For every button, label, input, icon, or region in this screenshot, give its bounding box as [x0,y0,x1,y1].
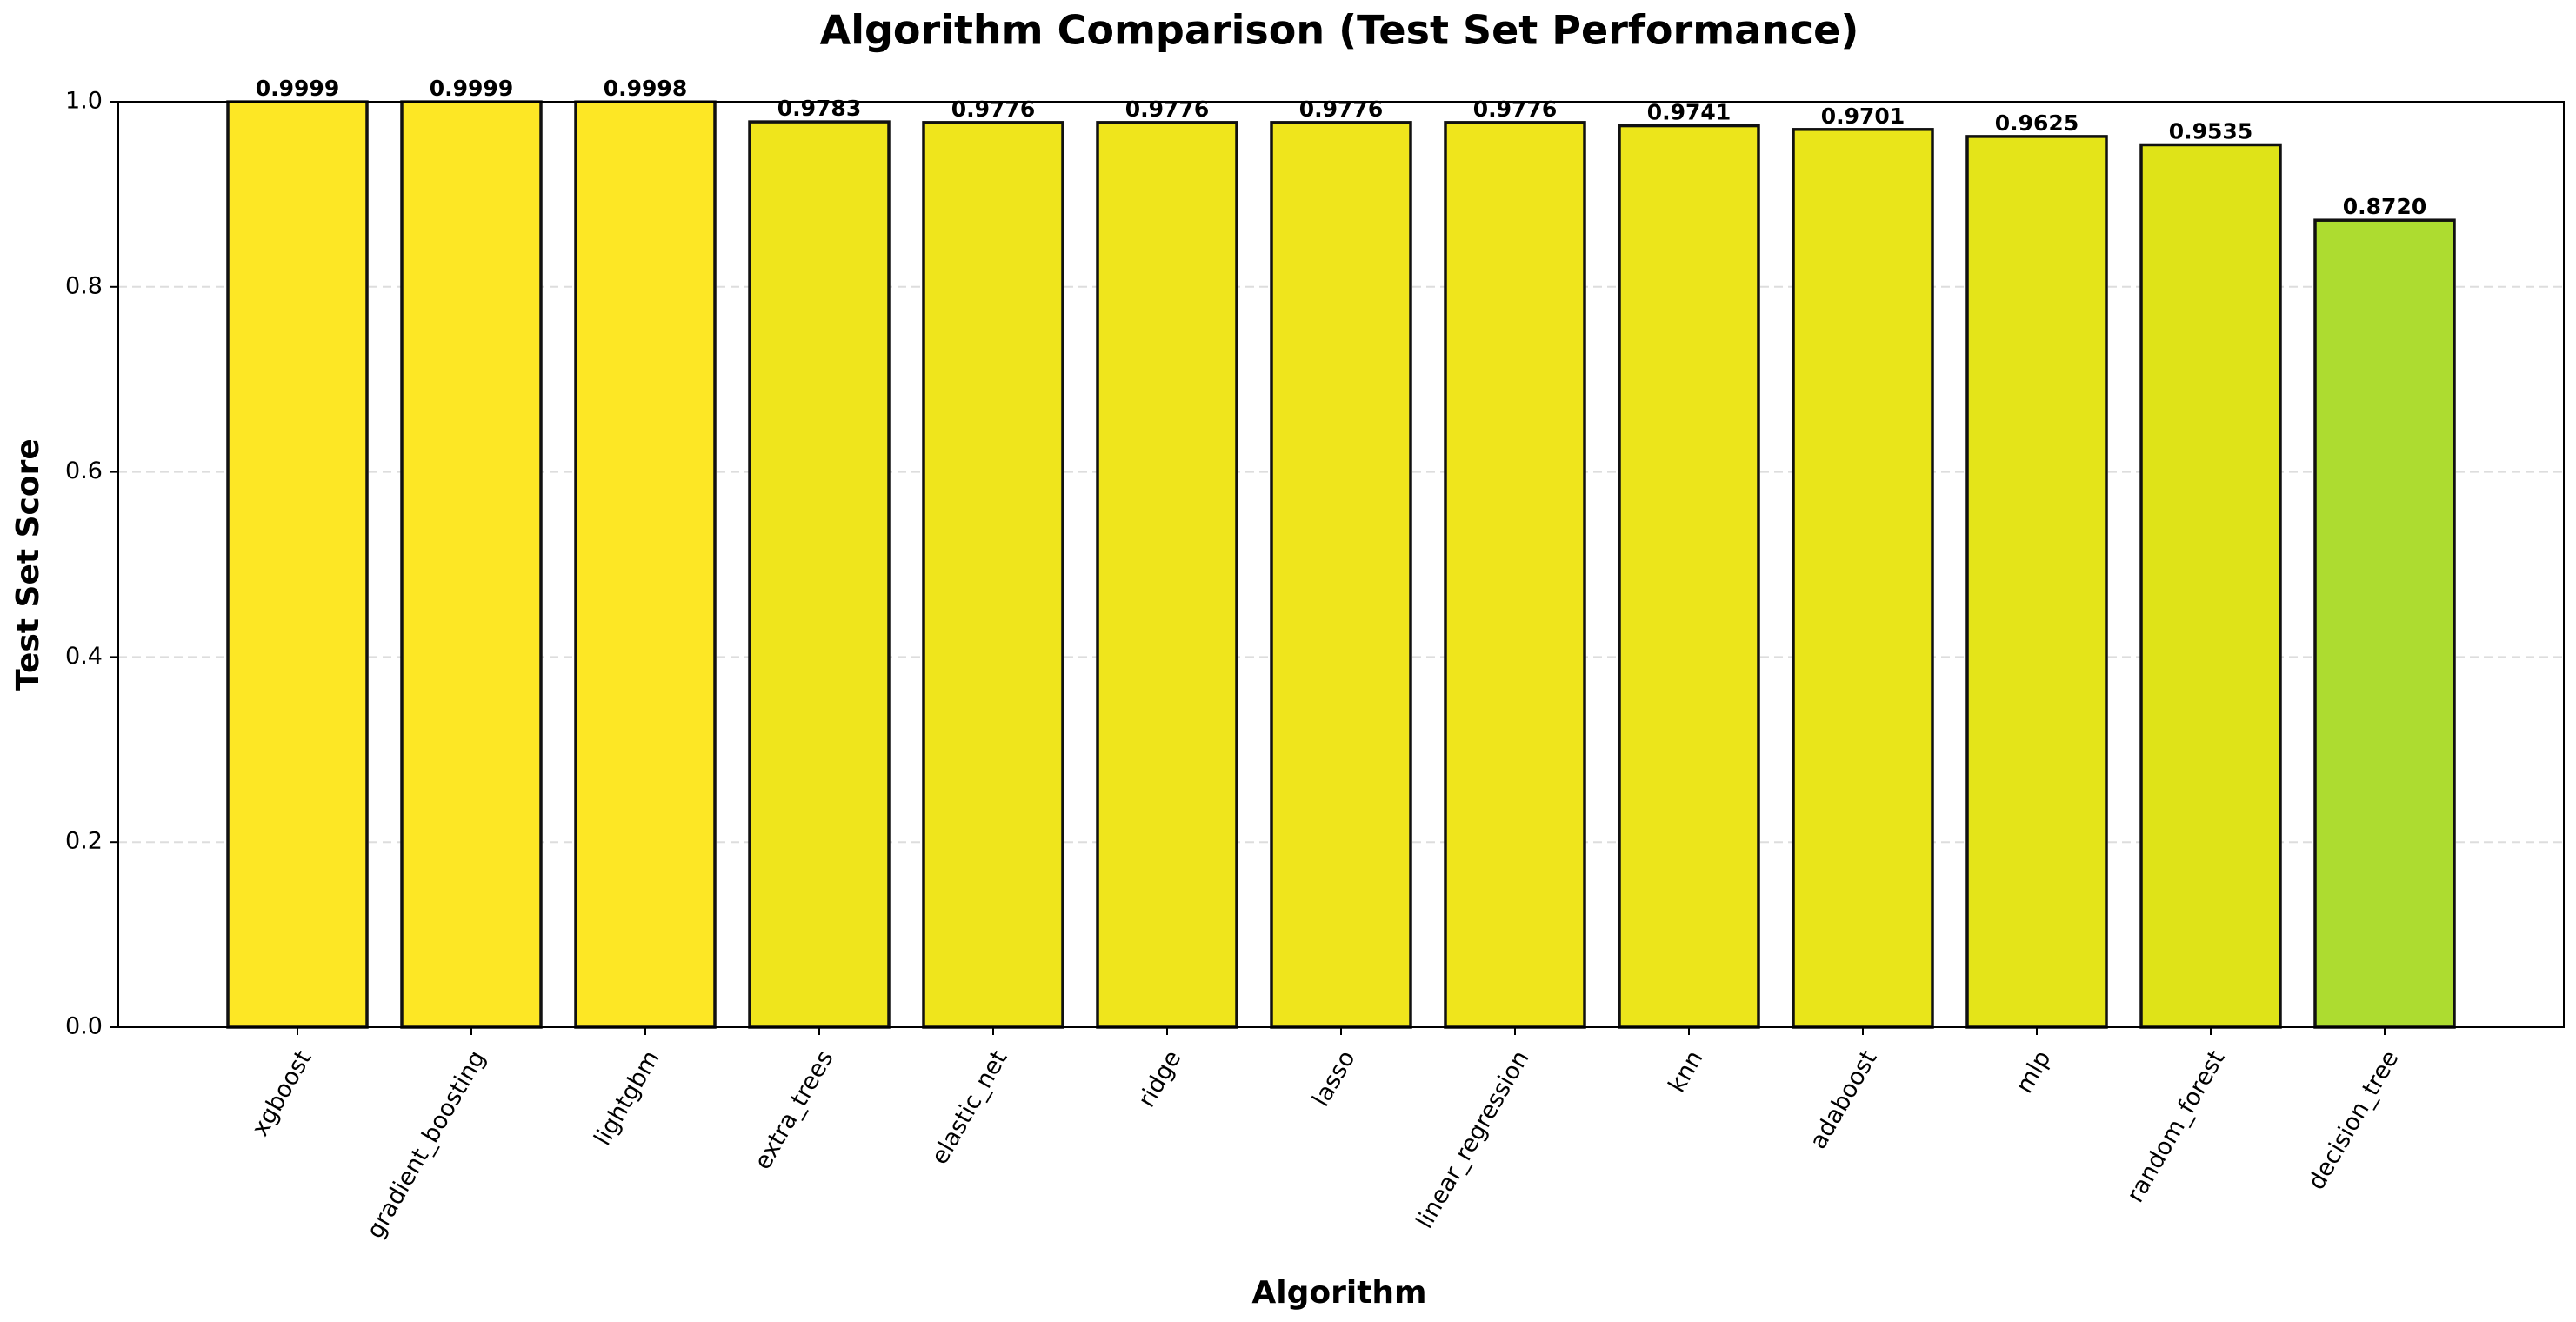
x-tick-label: gradient_boosting [362,1046,491,1244]
plot-frame [117,101,2565,1028]
value-label: 0.9999 [430,76,513,101]
y-tick-label: 0.4 [65,643,103,670]
x-tick-label: extra_trees [750,1046,839,1174]
value-label: 0.9535 [2169,118,2252,144]
y-tick-label: 0.8 [65,272,103,299]
bar [1618,124,1760,1029]
y-axis-label: Test Set Score [10,438,46,691]
x-tick-label: random_forest [2122,1046,2231,1207]
value-label: 0.9776 [1299,97,1383,122]
bar [400,100,543,1029]
y-tick-label: 0.2 [65,828,103,855]
x-tick-label: xgboost [247,1046,317,1141]
x-tick-label: knn [1664,1046,1709,1098]
x-tick-label: lasso [1307,1046,1360,1112]
value-label: 0.9783 [777,96,861,121]
x-axis-label: Algorithm [1251,1275,1426,1311]
bar [2313,218,2456,1029]
x-tick-label: linear_regression [1411,1046,1534,1233]
bar [574,100,717,1029]
x-tick-label: elastic_net [926,1046,1013,1169]
x-tick-label: lightgbm [589,1046,664,1151]
x-tick-label: mlp [2011,1046,2056,1098]
value-label: 0.9701 [1821,103,1905,129]
x-tick-label: ridge [1133,1046,1187,1112]
x-tick-label: decision_tree [2303,1046,2404,1195]
y-tick-label: 1.0 [65,88,103,115]
value-label: 0.9776 [1473,97,1557,122]
value-label: 0.8720 [2343,194,2426,219]
value-label: 0.9999 [256,76,339,101]
bar [748,120,891,1029]
bar [1270,121,1412,1029]
bar [1965,135,2108,1029]
bar [922,121,1064,1029]
bar [226,100,369,1029]
bar [1792,128,1934,1029]
bar [2139,143,2282,1029]
y-tick-label: 0.0 [65,1013,103,1040]
value-label: 0.9998 [604,76,687,101]
value-label: 0.9776 [951,97,1035,122]
chart-title: Algorithm Comparison (Test Set Performan… [820,7,1859,54]
x-tick-label: adaboost [1805,1046,1882,1154]
value-label: 0.9741 [1647,100,1731,125]
value-label: 0.9625 [1995,110,2079,136]
bar [1444,121,1586,1029]
y-tick-label: 0.6 [65,457,103,484]
value-label: 0.9776 [1125,97,1209,122]
bar [1096,121,1238,1029]
